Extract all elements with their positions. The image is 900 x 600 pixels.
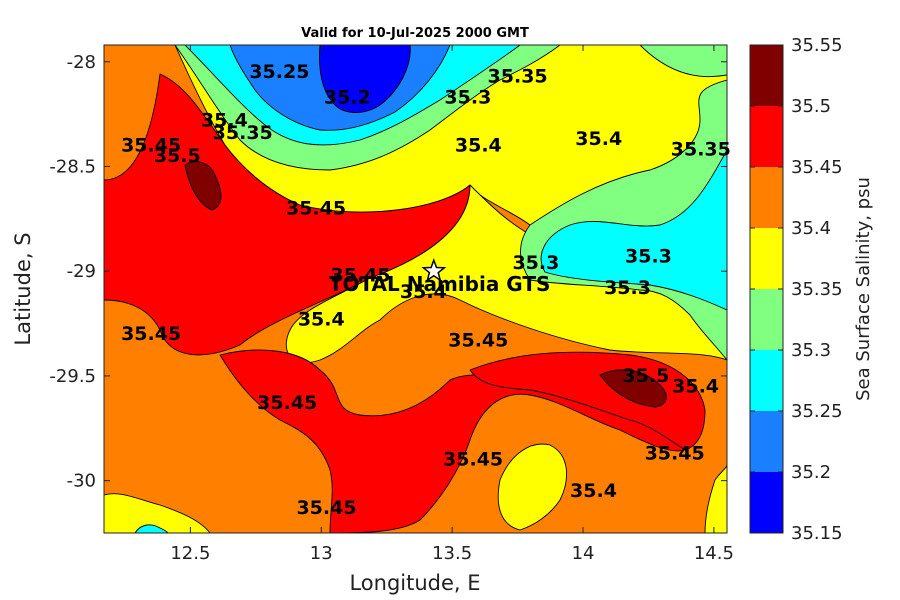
y-tick-label: -29	[67, 261, 96, 282]
colorbar-tick-label: 35.15	[791, 523, 843, 544]
y-tick-label: -28.5	[49, 156, 96, 177]
x-tick-label: 14	[572, 543, 595, 564]
x-tick-label: 13.5	[432, 543, 472, 564]
contour-label: 35.45	[121, 135, 181, 157]
band-35.50-35.55-east	[599, 369, 667, 408]
colorbar-band	[750, 472, 783, 533]
site-label: TOTAL Namibia GTS	[329, 272, 551, 296]
contour-label: 35.35	[671, 139, 731, 161]
contour-label: 35.45	[296, 497, 356, 519]
colorbar-tick-label: 35.35	[791, 279, 843, 300]
x-tick-label: 13	[310, 543, 333, 564]
band-35.35-35.40-southwest	[104, 493, 211, 533]
colorbar-tick-label: 35.45	[791, 157, 843, 178]
plot-area	[104, 45, 727, 533]
y-axis-ticks: -28 -28.5 -29 -29.5 -30	[49, 52, 727, 492]
contour-label: 35.4	[570, 480, 617, 502]
contour-label: 35.4	[672, 375, 719, 397]
colorbar-band	[750, 411, 783, 472]
star-icon	[421, 258, 447, 282]
colorbar-band	[750, 45, 783, 106]
colorbar: 35.15 35.2 35.25 35.3 35.35 35.4 35.45 35.5 35.5…	[749, 35, 843, 544]
colorbar-band	[750, 106, 783, 167]
contour-label: 35.3	[512, 252, 559, 274]
contour-label: 35.4	[455, 135, 502, 157]
band-35.35-35.40-southeast	[704, 464, 727, 533]
y-axis-label: Latitude, S	[11, 232, 35, 345]
chart-title: Valid for 10-Jul-2025 2000 GMT	[301, 26, 529, 41]
y-tick-label: -29.5	[49, 366, 96, 387]
colorbar-band	[750, 228, 783, 289]
contour-label: 35.45	[121, 323, 181, 345]
band-35.50-35.55-west	[184, 161, 222, 211]
colorbar-tick-label: 35.5	[791, 96, 831, 117]
contour-label: 35.4	[575, 128, 622, 150]
contour-label: 35.35	[488, 65, 548, 87]
contour-label: 35.25	[249, 61, 309, 83]
colorbar-tick-label: 35.4	[791, 218, 831, 239]
contour-label: 35.45	[443, 449, 503, 471]
y-tick-label: -28	[67, 52, 96, 73]
contour-label: 35.5	[154, 145, 201, 167]
x-tick-label: 12.5	[170, 543, 210, 564]
colorbar-tick-label: 35.2	[791, 462, 831, 483]
colorbar-tick-label: 35.3	[791, 340, 831, 361]
colorbar-band	[750, 167, 783, 228]
contour-label: 35.4	[400, 281, 447, 303]
contour-label: 35.45	[645, 442, 705, 464]
contour-label: 35.3	[625, 246, 672, 268]
contour-label: 35.4	[298, 308, 345, 330]
band-35.35-35.40-south	[497, 443, 567, 531]
contour-label: 35.45	[448, 329, 508, 351]
band-35.15-35.20-north	[319, 45, 411, 113]
contour-label: 35.45	[257, 392, 317, 414]
contour-label: 35.45	[330, 264, 390, 286]
x-tick-label: 14.5	[694, 543, 734, 564]
contour-label: 35.3	[604, 277, 651, 299]
contour-label: 35.45	[286, 197, 346, 219]
plot-frame	[103, 44, 728, 534]
x-axis-label: Longitude, E	[349, 571, 480, 595]
colorbar-title: Sea Surface Salinity, psu	[853, 177, 874, 401]
contour-label: 35.35	[213, 122, 273, 144]
colorbar-band	[750, 289, 783, 350]
colorbar-tick-label: 35.25	[791, 401, 843, 422]
band-35.25-35.30-east	[540, 149, 727, 311]
contour-label: 35.2	[324, 86, 371, 108]
site-marker: TOTAL Namibia GTS	[329, 258, 551, 296]
colorbar-tick-label: 35.55	[791, 35, 843, 56]
contour-label: 35.5	[622, 365, 669, 387]
contour-label: 35.4	[201, 109, 248, 131]
x-axis-ticks: 12.5 13 13.5 14 14.5	[170, 45, 734, 564]
colorbar-band	[750, 350, 783, 411]
contour-label: 35.3	[444, 86, 491, 108]
y-tick-label: -30	[67, 471, 96, 492]
salinity-field	[104, 45, 727, 533]
